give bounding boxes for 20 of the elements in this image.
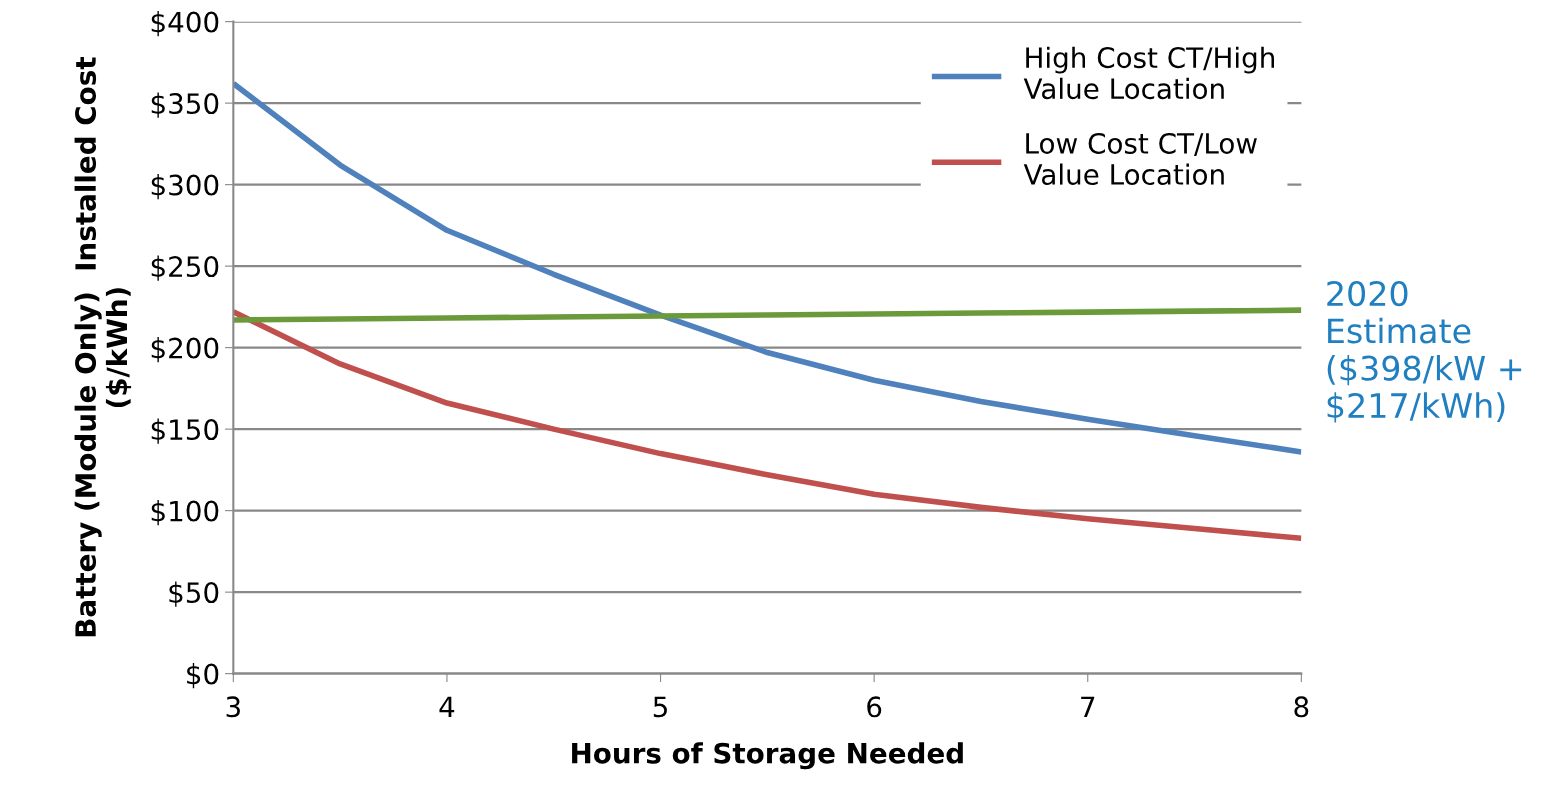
y-axis-title: Battery (Module Only) Installed Cost ($/kWh) — [74, 57, 132, 637]
y-tick-label: $350 — [151, 92, 219, 118]
y-tick-label: $400 — [151, 11, 219, 37]
x-tick-label: 3 — [226, 696, 240, 718]
text: 2020 Estimate ($398/kW + $217/kWh) — [1327, 280, 1522, 423]
y-tick-label: $100 — [151, 500, 219, 526]
y-tick-label: $0 — [187, 663, 219, 689]
x-tick-label: 5 — [653, 696, 667, 718]
x-tick-label: 6 — [867, 696, 882, 718]
legend-label: Low Cost CT/Low Value Location — [1023, 132, 1257, 185]
y-tick-label: $150 — [151, 418, 219, 444]
x-tick-label: 4 — [439, 696, 455, 717]
y-tick-label: $50 — [169, 581, 219, 607]
y-tick-label: $300 — [151, 174, 219, 200]
x-axis-title: Hours of Storage Needed — [572, 742, 963, 770]
x-tick-label: 7 — [1081, 696, 1095, 717]
y-tick-label: $200 — [151, 337, 219, 363]
y-tick-label: $250 — [151, 255, 219, 281]
legend-label: High Cost CT/High Value Location — [1023, 46, 1274, 100]
x-tick-label: 8 — [1294, 696, 1309, 718]
